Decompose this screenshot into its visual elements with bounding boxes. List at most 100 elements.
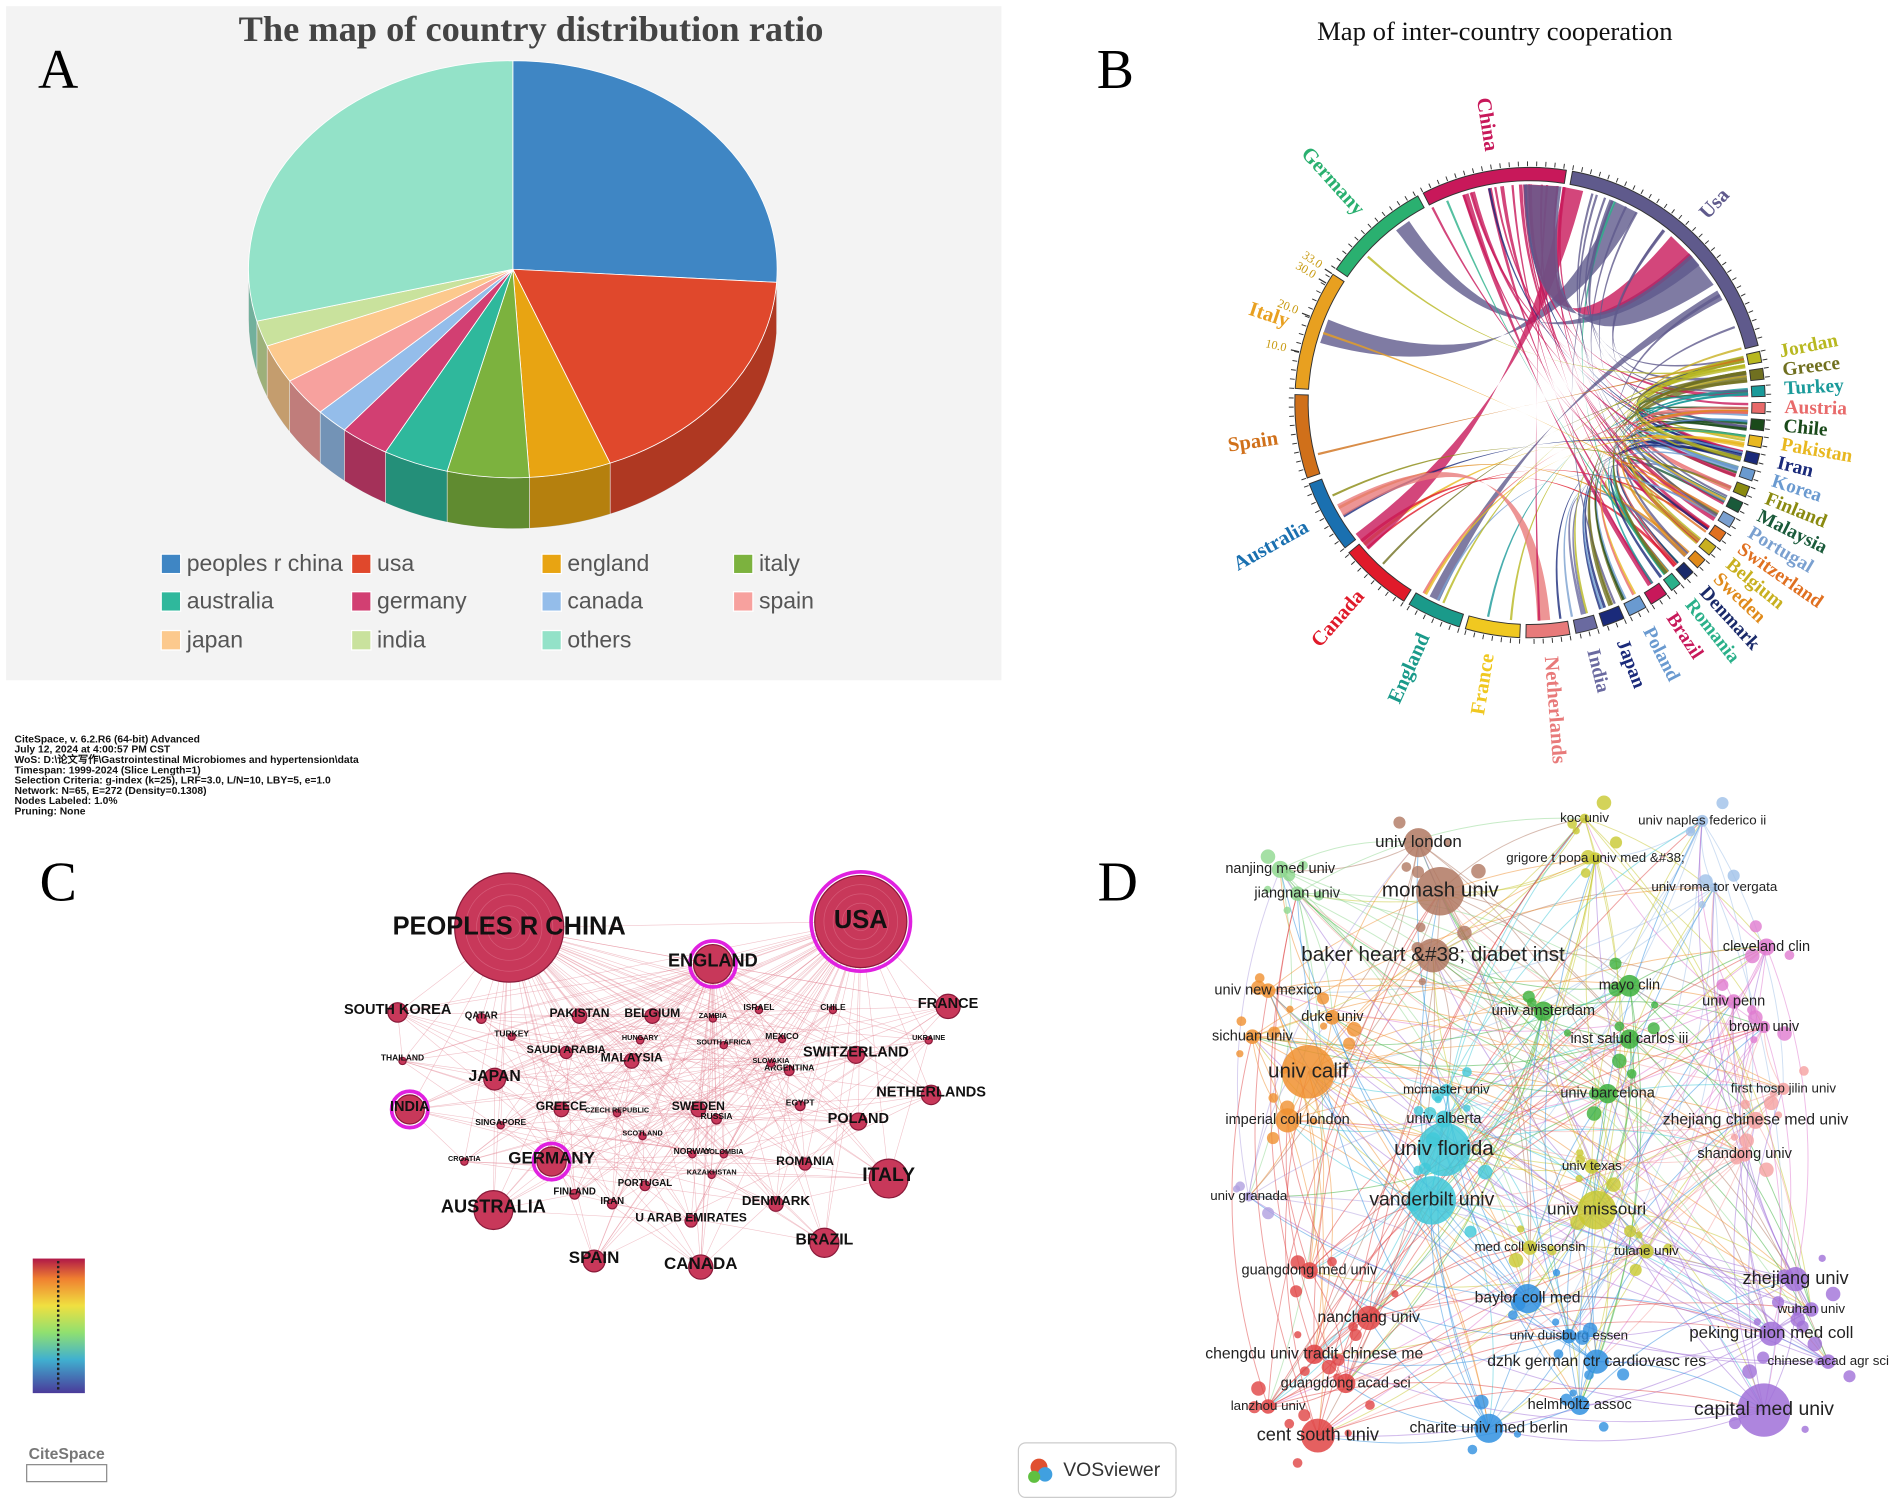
- node-label: INDIA: [390, 1099, 430, 1115]
- node: [623, 1053, 640, 1069]
- slice-side-shade: [289, 380, 321, 463]
- chord-minor-tick: [1597, 628, 1600, 634]
- node-label: univ calif: [1268, 1059, 1348, 1082]
- node-label: univ missouri: [1547, 1200, 1646, 1219]
- node: [569, 1188, 581, 1200]
- chord-minor-tick: [1711, 553, 1716, 558]
- network-edge: [508, 927, 777, 1205]
- node-small: [1629, 1263, 1642, 1276]
- node-small: [1777, 1269, 1792, 1284]
- node-label: chengdu univ tradit chinese me: [1205, 1345, 1423, 1362]
- chord-minor-tick: [1659, 599, 1663, 605]
- chord-ribbon: [1362, 434, 1745, 546]
- node-label: univ texas: [1562, 1158, 1622, 1173]
- network-edge: [397, 1012, 562, 1110]
- node: [1407, 1176, 1457, 1225]
- network-edge: [712, 963, 725, 1155]
- node-small: [1235, 1181, 1245, 1192]
- network-edge: [511, 1009, 833, 1037]
- network-edge: [509, 927, 889, 1179]
- network-edge: [464, 1070, 790, 1162]
- panel-label: D: [1098, 851, 1138, 913]
- network-edge: [566, 963, 714, 1053]
- network-edge: [509, 927, 833, 1011]
- network-edge: [1585, 858, 1647, 1252]
- chord-ribbon: [1588, 199, 1748, 393]
- node-label: baylor coll med: [1475, 1290, 1581, 1307]
- network-edge: [1267, 990, 1592, 1167]
- node-small: [1298, 860, 1308, 871]
- slice-side-shade: [385, 451, 448, 523]
- chord-minor-tick: [1560, 636, 1563, 642]
- node-label: first hosp jilin univ: [1731, 1080, 1837, 1095]
- network-edge: [493, 1063, 772, 1211]
- node-small: [1262, 1207, 1275, 1220]
- node-small: [1744, 948, 1760, 964]
- network-edge: [612, 921, 862, 1205]
- node-label: zhejiang chinese med univ: [1663, 1112, 1849, 1129]
- node-small: [1332, 1353, 1345, 1366]
- chord-label: France: [1467, 652, 1499, 717]
- chord-arc: [1569, 170, 1759, 350]
- chord-minor-tick: [1739, 510, 1745, 514]
- node-small: [1572, 827, 1580, 835]
- chord-minor-tick: [1500, 637, 1503, 643]
- chord-minor-tick: [1598, 171, 1602, 177]
- network-edge: [616, 921, 861, 1114]
- vosviewer-logo-icon: [1037, 1467, 1053, 1482]
- chord-minor-tick: [1428, 183, 1432, 189]
- node-small: [1365, 1400, 1375, 1410]
- network-edge: [1345, 1383, 1489, 1429]
- node-label: ARGENTINA: [764, 1062, 814, 1072]
- chord-minor-tick: [1392, 596, 1397, 602]
- network-edge: [579, 1015, 801, 1107]
- network-edge: [1279, 869, 1829, 1363]
- network-edge: [644, 1109, 699, 1186]
- legend-label: usa: [377, 550, 414, 576]
- chord-arc: [1750, 384, 1766, 398]
- chord-title: Map of inter-country cooperation: [1317, 16, 1672, 46]
- network-edge: [832, 1009, 932, 1096]
- node-label: USA: [834, 906, 888, 934]
- chord-minor-tick: [1357, 567, 1362, 572]
- node-label: CHILE: [820, 1002, 846, 1012]
- node-label: mcmaster univ: [1403, 1082, 1490, 1097]
- chord-ribbon: [1588, 370, 1747, 606]
- network-edge: [561, 1109, 693, 1155]
- network-edge: [551, 1016, 580, 1162]
- network-edge: [1308, 1043, 1784, 1090]
- node-small: [1777, 1026, 1792, 1041]
- network-edge: [700, 1018, 714, 1268]
- chord-minor-tick: [1439, 621, 1443, 627]
- node-small: [1757, 1351, 1770, 1364]
- network-edge: [631, 1060, 825, 1244]
- network-edge: [1629, 985, 1765, 1028]
- network-edge: [579, 1015, 806, 1165]
- chord-minor-tick: [1753, 478, 1759, 482]
- node-label: med coll wisconsin: [1474, 1239, 1585, 1254]
- node-small: [1298, 1409, 1311, 1422]
- node-small: [1608, 981, 1624, 997]
- node: [475, 1013, 487, 1024]
- node-highlight: [688, 939, 738, 989]
- network-edge: [1432, 955, 1531, 1248]
- node-small: [1254, 973, 1265, 983]
- chord-minor-tick: [1400, 601, 1404, 607]
- network-edge: [481, 1009, 759, 1019]
- network-edge: [631, 963, 714, 1062]
- node-small: [1474, 1394, 1489, 1410]
- chord-ribbon: [1584, 442, 1743, 609]
- chord-minor-tick: [1764, 428, 1770, 430]
- node-small: [1560, 1393, 1573, 1406]
- network-edge: [723, 1045, 806, 1165]
- chord-minor-tick: [1638, 612, 1642, 618]
- node-small: [1596, 795, 1612, 811]
- chord-arc: [1747, 434, 1764, 449]
- chord-arc: [1749, 418, 1766, 432]
- network-edge: [712, 963, 932, 1096]
- node-label: ROMANIA: [776, 1154, 834, 1168]
- node-small: [1563, 1029, 1572, 1037]
- chord-minor-tick: [1762, 445, 1768, 448]
- chord-ribbon: [1624, 375, 1747, 542]
- node-small: [1463, 1104, 1471, 1112]
